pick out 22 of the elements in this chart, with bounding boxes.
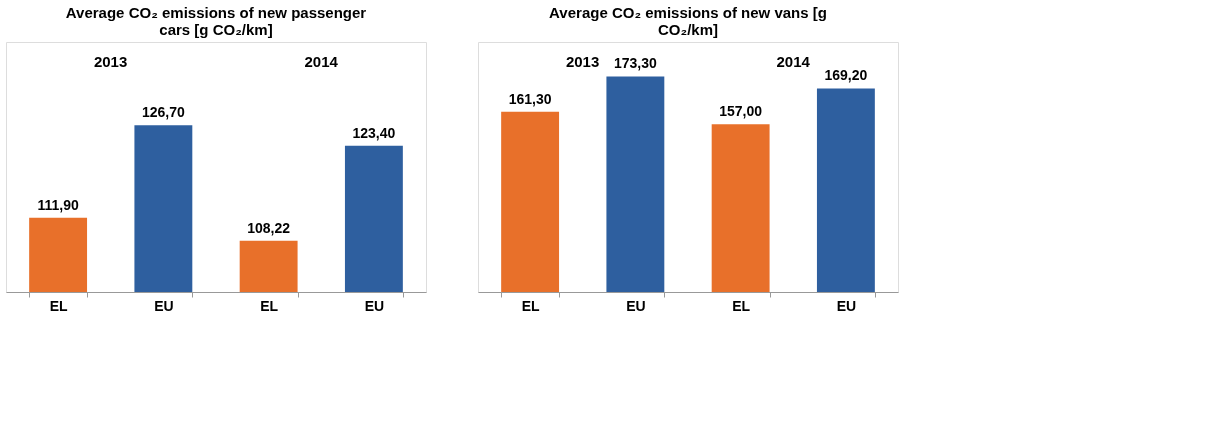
x-tick-label: EU (626, 297, 646, 314)
x-tick-label: EL (260, 297, 279, 314)
x-tick-label: EL (49, 297, 68, 314)
x-tick-label: EU (364, 297, 385, 314)
x-tick-label: EL (521, 297, 540, 314)
data-label: 108,22 (247, 219, 291, 236)
data-label: 161,30 (508, 90, 552, 107)
data-label: 123,40 (352, 124, 396, 141)
chart-title: Average CO₂ emissions of new vans [g CO₂/km] (549, 4, 827, 38)
x-tick-label: EU (154, 297, 174, 314)
x-tick-label: EL (732, 297, 751, 314)
annotation: 2014 (776, 53, 811, 70)
annotation: 2014 (304, 53, 339, 70)
x-tick-label: EU (836, 297, 857, 314)
annotation: 2013 (93, 53, 128, 70)
annotation: 2013 (565, 53, 600, 70)
data-label: 157,00 (719, 103, 763, 120)
data-label: 173,30 (613, 55, 657, 72)
data-label: 111,90 (37, 196, 79, 213)
chart-title: Average CO₂ emissions of new passenger cars [g CO₂/km] (65, 4, 367, 38)
data-label: 126,70 (141, 104, 185, 121)
data-label: 169,20 (824, 67, 868, 84)
